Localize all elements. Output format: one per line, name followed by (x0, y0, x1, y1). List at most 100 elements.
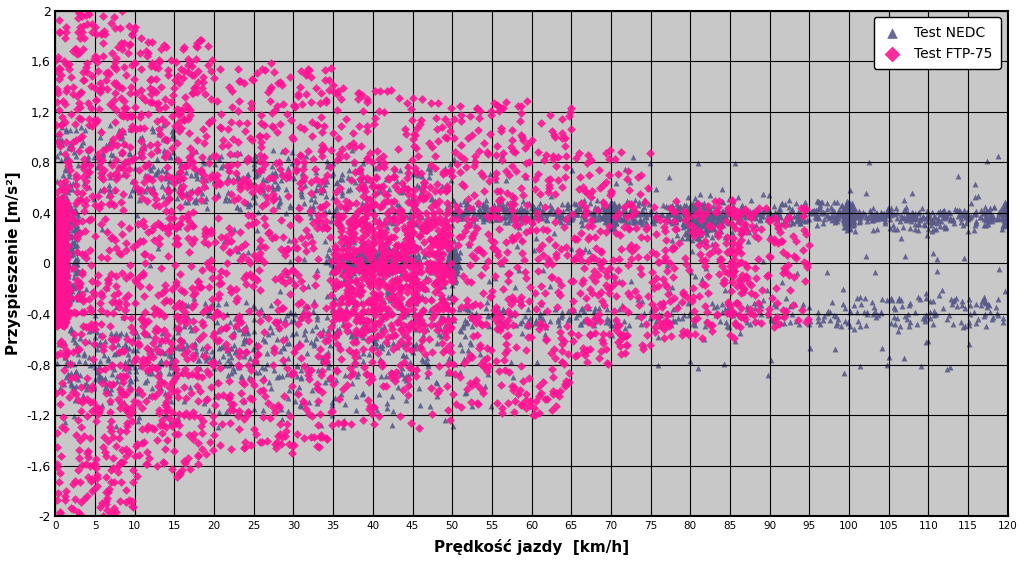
Test NEDC (216, 236, 232, 245)
Test FTP-75 (724, 306, 741, 315)
Test NEDC (688, 210, 705, 219)
Test NEDC (842, 211, 858, 220)
Test NEDC (799, 215, 815, 224)
Test NEDC (999, 209, 1016, 218)
Test FTP-75 (728, 211, 745, 220)
Test FTP-75 (332, 122, 349, 131)
Test NEDC (303, 230, 319, 239)
Test FTP-75 (650, 282, 666, 291)
Test NEDC (998, 216, 1015, 225)
Test NEDC (901, 299, 918, 308)
Test NEDC (104, 150, 121, 159)
Test FTP-75 (275, 356, 292, 365)
Test NEDC (710, 218, 726, 227)
Test FTP-75 (358, 209, 374, 218)
Test FTP-75 (356, 204, 372, 213)
Test FTP-75 (710, 203, 726, 211)
Test FTP-75 (132, 282, 148, 291)
Test NEDC (605, 215, 621, 224)
Test NEDC (687, 215, 704, 224)
Test NEDC (75, 138, 91, 147)
Test NEDC (839, 206, 855, 215)
Test FTP-75 (97, 496, 114, 505)
Test FTP-75 (429, 179, 445, 188)
Test NEDC (61, 233, 78, 242)
Test NEDC (457, 316, 474, 325)
Test NEDC (57, 275, 74, 284)
Test FTP-75 (51, 286, 68, 295)
Test NEDC (844, 215, 860, 224)
Test NEDC (598, 212, 615, 221)
Test FTP-75 (641, 341, 658, 350)
Test FTP-75 (387, 182, 403, 191)
Test FTP-75 (113, 388, 129, 397)
Test FTP-75 (49, 222, 65, 231)
Test NEDC (381, 259, 397, 268)
Test FTP-75 (364, 240, 381, 249)
Test NEDC (593, 214, 610, 223)
Test FTP-75 (639, 183, 656, 192)
Test NEDC (525, 217, 541, 226)
Test FTP-75 (60, 157, 77, 165)
Test FTP-75 (392, 361, 408, 370)
Test NEDC (440, 254, 456, 263)
Test NEDC (865, 204, 882, 213)
Test FTP-75 (403, 104, 419, 113)
Test NEDC (410, 266, 427, 275)
Test FTP-75 (273, 439, 290, 448)
Test NEDC (274, 415, 291, 424)
Test NEDC (837, 207, 853, 216)
Test NEDC (687, 215, 704, 224)
Test NEDC (355, 333, 371, 342)
Test NEDC (838, 199, 854, 208)
Test NEDC (671, 211, 687, 220)
Test FTP-75 (256, 214, 272, 223)
Test FTP-75 (471, 312, 487, 321)
Test NEDC (131, 195, 147, 204)
Test NEDC (606, 214, 622, 223)
Test NEDC (615, 214, 631, 223)
Test FTP-75 (80, 452, 96, 461)
Test NEDC (86, 333, 102, 342)
Test NEDC (604, 205, 620, 214)
Test NEDC (686, 320, 703, 329)
Test NEDC (294, 168, 310, 177)
Test NEDC (292, 383, 308, 392)
Test FTP-75 (51, 288, 68, 297)
Test FTP-75 (506, 221, 523, 230)
Test FTP-75 (742, 304, 758, 313)
Test FTP-75 (787, 272, 803, 281)
Test NEDC (376, 217, 393, 226)
Test NEDC (598, 203, 615, 212)
Test NEDC (717, 305, 733, 314)
Test NEDC (239, 329, 256, 338)
Test FTP-75 (58, 209, 75, 218)
Test NEDC (542, 191, 559, 200)
Test NEDC (478, 211, 494, 220)
Test NEDC (671, 214, 687, 223)
Test FTP-75 (712, 222, 728, 231)
Test NEDC (874, 210, 890, 219)
Test NEDC (144, 383, 161, 392)
Test NEDC (445, 209, 461, 218)
Test NEDC (999, 210, 1016, 219)
Test FTP-75 (358, 319, 374, 328)
Test FTP-75 (627, 207, 643, 216)
Test NEDC (842, 213, 858, 222)
Test FTP-75 (422, 99, 439, 108)
Test FTP-75 (598, 358, 615, 367)
Test FTP-75 (619, 330, 635, 339)
Test NEDC (227, 347, 243, 356)
Test FTP-75 (51, 263, 68, 272)
Test NEDC (92, 133, 108, 142)
Test NEDC (125, 335, 141, 344)
Test NEDC (603, 205, 619, 214)
Test FTP-75 (397, 129, 413, 138)
Test FTP-75 (349, 218, 365, 227)
Test FTP-75 (79, 59, 95, 68)
Test NEDC (249, 347, 265, 356)
Test FTP-75 (722, 261, 739, 270)
Test FTP-75 (376, 272, 393, 280)
Test FTP-75 (49, 215, 65, 224)
Test FTP-75 (202, 173, 218, 182)
